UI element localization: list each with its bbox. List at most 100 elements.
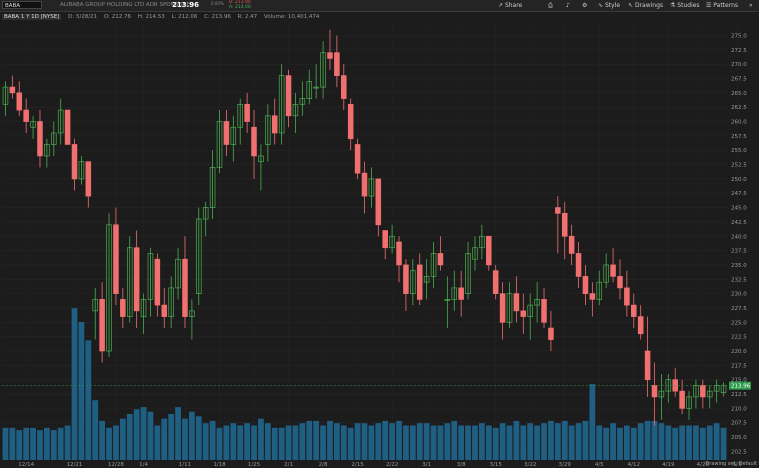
candle-body xyxy=(237,103,243,128)
candle-body xyxy=(430,253,437,277)
volume-bar xyxy=(354,423,361,460)
style-button[interactable]: ∿ Style xyxy=(598,2,621,9)
candle-body xyxy=(416,264,423,300)
candle-body xyxy=(396,241,402,266)
candle-body xyxy=(113,224,119,294)
candle-body xyxy=(16,92,23,111)
candle-body xyxy=(182,258,188,317)
volume-bar xyxy=(37,430,43,460)
candle-body xyxy=(78,161,85,180)
date-tick-label: 3/8 xyxy=(457,462,466,468)
studies-button[interactable]: ⚗ Studies xyxy=(670,2,700,9)
candle-body xyxy=(265,115,271,145)
volume-bar xyxy=(465,425,471,460)
volume-bar xyxy=(416,423,423,460)
candle-body xyxy=(120,299,126,317)
candle-body xyxy=(64,109,71,145)
price-tick-label: 210.0 xyxy=(731,406,747,412)
volume-bar xyxy=(9,427,16,460)
gear-icon[interactable]: ⚙ xyxy=(582,2,588,9)
price-tick-label: 267.5 xyxy=(731,77,747,83)
candle-body xyxy=(686,396,692,409)
last-price: 213.96 xyxy=(172,1,200,9)
date-tick-label: 2/15 xyxy=(351,462,364,468)
candle-body xyxy=(92,299,98,312)
candle-body xyxy=(679,390,685,409)
price-tick-label: 242.5 xyxy=(731,220,747,226)
price-tick-label: 247.5 xyxy=(731,191,747,197)
volume-bar xyxy=(568,425,575,460)
drawing-set-label[interactable]: Drawing set: Default xyxy=(705,461,757,467)
candle-body xyxy=(368,178,375,197)
candle-body xyxy=(631,304,637,317)
toolbar: BABA ALIBABA GROUP HOLDING LTD ADR SPONS… xyxy=(0,0,759,12)
candle-body xyxy=(423,276,430,283)
candle-body xyxy=(375,178,382,226)
price-tick-label: 202.5 xyxy=(731,449,747,455)
volume-bar xyxy=(154,425,161,460)
candle-body xyxy=(161,304,168,317)
patterns-button[interactable]: ☰ Patterns xyxy=(706,2,739,9)
candle-body xyxy=(154,258,161,306)
price-tick-label: 275.0 xyxy=(731,33,747,39)
volume-bar xyxy=(2,427,9,460)
volume-bar xyxy=(665,425,672,460)
candle-body xyxy=(541,299,547,323)
price-tick-label: 217.5 xyxy=(731,363,747,369)
volume-bar xyxy=(451,420,458,460)
volume-bar xyxy=(333,423,340,460)
candle-body xyxy=(320,52,326,88)
volume-bar xyxy=(375,423,382,460)
volume-bar xyxy=(244,423,251,460)
bell-icon[interactable]: ♪ xyxy=(566,2,570,9)
candle-body xyxy=(44,144,50,157)
volume-bar xyxy=(679,425,686,460)
volume-bar xyxy=(230,423,237,460)
volume-bar xyxy=(444,423,451,460)
candle-body xyxy=(23,109,29,122)
candle-body xyxy=(389,235,395,249)
candle-body xyxy=(71,144,78,180)
volume-bar xyxy=(644,420,651,460)
volume-bar xyxy=(347,427,354,460)
candle-body xyxy=(617,276,623,289)
volume-bar xyxy=(603,427,610,460)
candle-body xyxy=(596,281,603,300)
candle-body xyxy=(244,103,250,122)
print-icon[interactable]: ⎙ xyxy=(548,2,553,9)
volume-bar xyxy=(147,411,154,460)
candle-body xyxy=(444,299,451,301)
candle-body xyxy=(492,270,499,294)
legend-volume: Volume: 10,401,474 xyxy=(263,14,320,20)
volume-bar xyxy=(472,425,478,460)
price-tick-label: 262.5 xyxy=(731,105,747,111)
volume-bar xyxy=(292,425,299,460)
volume-bar xyxy=(168,414,175,460)
volume-bar xyxy=(16,430,23,460)
volume-bar xyxy=(396,420,402,460)
date-tick-label: 12/28 xyxy=(108,462,124,468)
chart-legend: BABA 1 Y 1D [NYSE] D: 5/28/21 O: 212.76 … xyxy=(2,14,324,20)
candle-body xyxy=(216,121,223,168)
candlesticks xyxy=(2,29,727,426)
volume-bar xyxy=(409,425,416,460)
date-tick-label: 1/25 xyxy=(248,462,261,468)
candle-body xyxy=(706,390,713,398)
candle-body xyxy=(196,218,202,294)
volume-bar xyxy=(23,427,30,460)
volume-bar xyxy=(320,425,326,460)
price-tick-label: 207.5 xyxy=(731,421,747,427)
collapse-icon[interactable]: » xyxy=(749,2,753,9)
volume-bar xyxy=(195,416,202,460)
volume-bar xyxy=(202,423,209,460)
drawings-button[interactable]: ↖ Drawings xyxy=(628,2,664,9)
volume-bar xyxy=(582,420,589,460)
candle-body xyxy=(506,293,513,323)
candle-body xyxy=(30,121,36,128)
symbol-input[interactable]: BABA xyxy=(2,1,42,9)
share-button[interactable]: ↗ Share xyxy=(498,2,523,9)
candle-body xyxy=(334,52,340,76)
legend-date: D: 5/28/21 xyxy=(68,14,98,20)
price-change: 0.00% xyxy=(211,1,224,6)
